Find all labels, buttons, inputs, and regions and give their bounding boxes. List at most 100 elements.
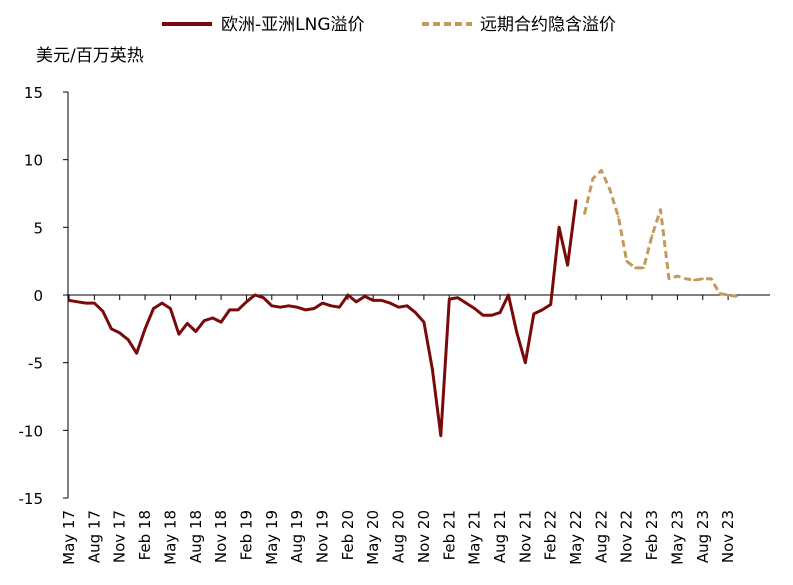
data-point <box>532 312 535 316</box>
x-tick-label: Nov 18 <box>212 510 230 563</box>
data-point <box>422 320 426 324</box>
y-tick-label: 15 <box>24 84 43 102</box>
x-tick-label: Nov 21 <box>516 510 534 563</box>
x-tick-label: May 23 <box>668 510 686 565</box>
data-point <box>726 293 730 297</box>
data-point <box>490 314 493 317</box>
data-point <box>566 264 569 267</box>
series-line-europe-asia <box>68 200 578 438</box>
data-point <box>135 352 138 355</box>
data-point <box>312 307 316 310</box>
data-point <box>710 277 713 280</box>
data-point <box>676 274 679 278</box>
data-point <box>203 319 206 322</box>
y-axis-unit-label: 美元/百万英热 <box>36 46 144 66</box>
data-point <box>110 327 113 330</box>
data-point <box>245 300 248 303</box>
data-point <box>127 338 130 341</box>
data-point <box>372 299 375 302</box>
y-tick-label: 5 <box>33 219 43 237</box>
x-tick-label: Aug 22 <box>592 510 610 563</box>
data-point <box>541 308 544 312</box>
legend-label-forward-implied: 远期合约隐含溢价 <box>480 15 616 35</box>
data-point <box>735 295 738 298</box>
y-tick-label: -5 <box>28 355 43 373</box>
legend: 欧洲-亚洲LNG溢价 远期合约隐含溢价 <box>162 15 616 35</box>
data-point <box>186 322 189 325</box>
x-tick-label: Aug 21 <box>491 510 509 563</box>
data-point <box>481 314 485 317</box>
data-point <box>338 306 341 309</box>
x-tick-label: May 21 <box>466 510 484 565</box>
data-point <box>439 434 442 437</box>
x-tick-label: Aug 20 <box>390 510 408 563</box>
x-tick-label: Nov 17 <box>111 510 129 563</box>
x-tick-label: Aug 18 <box>187 510 205 563</box>
y-tick-label: -15 <box>19 490 44 508</box>
data-point <box>262 296 265 299</box>
data-point <box>456 296 459 299</box>
data-point <box>67 299 71 302</box>
data-point <box>642 266 645 270</box>
x-tick-label: Nov 20 <box>415 510 433 563</box>
data-point <box>600 169 603 172</box>
data-point <box>617 215 620 218</box>
data-point <box>219 320 223 324</box>
data-point <box>507 293 510 297</box>
data-point <box>296 306 299 309</box>
data-point <box>287 304 290 307</box>
data-point <box>101 310 105 313</box>
x-tick-label: May 17 <box>60 510 78 565</box>
data-point <box>152 307 155 310</box>
data-point <box>625 260 628 263</box>
data-point <box>414 311 417 314</box>
data-point <box>253 293 257 297</box>
data-point <box>473 307 476 310</box>
series-line-forward-implied <box>583 169 737 298</box>
x-tick-label: Aug 17 <box>85 510 103 563</box>
data-point <box>76 300 79 303</box>
data-point <box>574 199 578 202</box>
data-point <box>405 304 409 307</box>
x-tick-label: Nov 19 <box>314 510 332 563</box>
data-point <box>448 297 451 301</box>
data-point <box>684 277 688 280</box>
data-point <box>388 301 392 305</box>
y-tick-label: 10 <box>24 152 43 170</box>
data-point <box>236 308 240 312</box>
data-point <box>363 295 366 298</box>
data-point <box>659 208 662 211</box>
data-point <box>524 361 527 364</box>
data-point <box>228 308 231 312</box>
data-point <box>169 307 172 310</box>
x-tick-label: Feb 22 <box>542 510 560 560</box>
data-point <box>549 303 552 306</box>
data-point <box>583 212 586 215</box>
data-point <box>270 304 273 307</box>
axes: 15 10 5 0 -5 -10 -15 May 17 Aug 17 Nov 17 Feb 18 Ma… <box>19 84 770 565</box>
data-point <box>143 327 147 330</box>
data-point <box>93 301 96 305</box>
x-tick-label: May 20 <box>364 510 382 565</box>
x-tick-label: Aug 19 <box>288 510 306 563</box>
y-tick-label: 0 <box>33 287 43 305</box>
x-tick-label: May 18 <box>161 510 179 565</box>
data-point <box>498 311 502 314</box>
x-tick-label: Nov 23 <box>719 510 737 563</box>
data-point <box>321 301 324 305</box>
y-tick-label: -10 <box>19 422 44 440</box>
x-tick-label: Feb 18 <box>136 510 154 560</box>
data-point <box>591 177 595 180</box>
data-point <box>718 292 721 295</box>
data-point <box>346 293 350 297</box>
data-point <box>211 316 214 320</box>
x-tick-label: Feb 19 <box>237 510 255 560</box>
data-point <box>329 304 333 307</box>
data-point <box>304 308 307 312</box>
legend-label-europe-asia: 欧洲-亚洲LNG溢价 <box>221 15 365 35</box>
data-point <box>177 333 181 336</box>
data-point <box>380 299 383 302</box>
data-point <box>634 266 637 270</box>
data-point <box>194 330 197 333</box>
